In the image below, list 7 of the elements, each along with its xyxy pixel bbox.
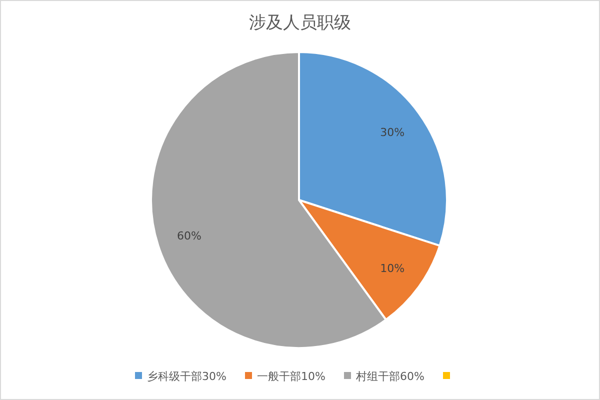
legend-label: 一般干部10% bbox=[257, 370, 326, 383]
data-label: 60% bbox=[176, 230, 202, 243]
chart-title: 涉及人员职级 bbox=[249, 13, 351, 33]
data-label: 30% bbox=[380, 126, 405, 140]
legend-label: 乡科级干部30% bbox=[147, 370, 226, 383]
data-label: 10% bbox=[380, 262, 405, 275]
legend-label: 村组干部60% bbox=[355, 370, 424, 383]
